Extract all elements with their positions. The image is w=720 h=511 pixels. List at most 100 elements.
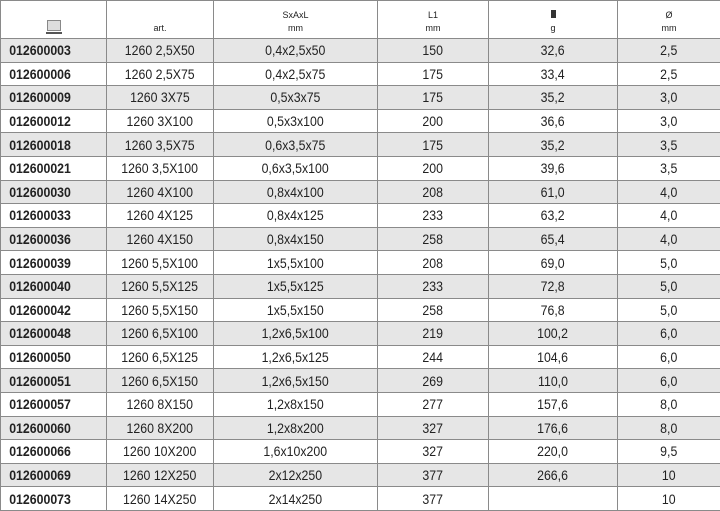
diameter-value: 4,0 <box>660 231 677 247</box>
weight-value: 35,2 <box>541 137 565 153</box>
code-value: 012600033 <box>9 207 71 223</box>
cell-diameter: 5,0 <box>618 251 720 275</box>
code-value: 012600021 <box>9 160 71 176</box>
cell-l1: 233 <box>378 274 489 298</box>
cell-sxaxl: 0,5x3x75 <box>214 86 378 110</box>
header-l1-label: L1 <box>428 10 438 20</box>
cell-sxaxl: 1,6x10x200 <box>214 440 378 464</box>
l1-value: 233 <box>423 207 444 223</box>
cell-sxaxl: 1x5,5x125 <box>214 274 378 298</box>
art-value: 1260 3X75 <box>130 89 190 105</box>
sxaxl-value: 1x5,5x150 <box>267 302 324 318</box>
code-value: 012600030 <box>9 184 71 200</box>
cell-art: 1260 10X200 <box>107 440 214 464</box>
header-code <box>1 1 107 39</box>
sxaxl-value: 2x12x250 <box>269 467 322 483</box>
header-l1-unit: mm <box>426 23 441 33</box>
diameter-value: 9,5 <box>660 443 677 459</box>
header-art: art. <box>107 1 214 39</box>
cell-code: 012600057 <box>1 392 107 416</box>
cell-weight: 61,0 <box>489 180 618 204</box>
sxaxl-value: 1x5,5x100 <box>267 255 324 271</box>
cell-diameter: 3,0 <box>618 86 720 110</box>
cell-art: 1260 5,5X125 <box>107 274 214 298</box>
cell-code: 012600042 <box>1 298 107 322</box>
cell-l1: 175 <box>378 62 489 86</box>
sxaxl-value: 0,5x3x75 <box>270 89 320 105</box>
cell-art: 1260 2,5X50 <box>107 39 214 63</box>
cell-l1: 258 <box>378 227 489 251</box>
cell-code: 012600048 <box>1 322 107 346</box>
cell-art: 1260 3X100 <box>107 109 214 133</box>
sxaxl-value: 0,4x2,5x75 <box>265 66 325 82</box>
cell-art: 1260 12X250 <box>107 463 214 487</box>
diameter-value: 5,0 <box>660 278 677 294</box>
l1-value: 175 <box>423 89 444 105</box>
cell-sxaxl: 0,4x2,5x75 <box>214 62 378 86</box>
weight-value: 63,2 <box>541 207 565 223</box>
code-value: 012600069 <box>9 467 71 483</box>
sxaxl-value: 1,2x8x150 <box>267 396 324 412</box>
sxaxl-value: 1,2x8x200 <box>267 420 324 436</box>
art-value: 1260 14X250 <box>123 491 196 507</box>
cell-sxaxl: 2x12x250 <box>214 463 378 487</box>
cell-weight: 35,2 <box>489 86 618 110</box>
l1-value: 175 <box>423 66 444 82</box>
sxaxl-value: 1,6x10x200 <box>264 443 328 459</box>
weight-value: 69,0 <box>541 255 565 271</box>
weight-value: 39,6 <box>541 160 565 176</box>
cell-code: 012600006 <box>1 62 107 86</box>
art-value: 1260 4X150 <box>127 231 193 247</box>
diameter-value: 3,0 <box>660 89 677 105</box>
l1-value: 175 <box>423 137 444 153</box>
cell-art: 1260 6,5X125 <box>107 345 214 369</box>
weight-value: 32,6 <box>541 42 565 58</box>
cell-l1: 377 <box>378 463 489 487</box>
diameter-value: 2,5 <box>660 66 677 82</box>
sxaxl-value: 0,8x4x100 <box>267 184 324 200</box>
art-value: 1260 8X200 <box>127 420 193 436</box>
art-value: 1260 6,5X100 <box>122 325 199 341</box>
weight-value: 266,6 <box>538 467 569 483</box>
code-value: 012600039 <box>9 255 71 271</box>
code-value: 012600066 <box>9 443 71 459</box>
sxaxl-value: 0,6x3,5x100 <box>262 160 329 176</box>
code-value: 012600006 <box>9 66 71 82</box>
code-value: 012600018 <box>9 137 71 153</box>
cell-art: 1260 4X150 <box>107 227 214 251</box>
weight-value: 100,2 <box>538 325 569 341</box>
diameter-value: 3,5 <box>660 137 677 153</box>
code-value: 012600060 <box>9 420 71 436</box>
art-value: 1260 4X125 <box>127 207 193 223</box>
cell-code: 012600003 <box>1 39 107 63</box>
sxaxl-value: 1x5,5x125 <box>267 278 324 294</box>
diameter-value: 3,0 <box>660 113 677 129</box>
code-value: 012600073 <box>9 491 71 507</box>
cell-diameter: 3,5 <box>618 133 720 157</box>
art-value: 1260 5,5X150 <box>122 302 199 318</box>
cell-diameter: 2,5 <box>618 62 720 86</box>
cell-sxaxl: 0,6x3,5x100 <box>214 156 378 180</box>
cell-weight: 220,0 <box>489 440 618 464</box>
header-sxaxl-unit: mm <box>288 23 303 33</box>
cell-diameter: 8,0 <box>618 392 720 416</box>
cell-code: 012600030 <box>1 180 107 204</box>
art-value: 1260 6,5X125 <box>122 349 199 365</box>
art-value: 1260 3X100 <box>127 113 193 129</box>
cell-l1: 175 <box>378 86 489 110</box>
cell-weight: 39,6 <box>489 156 618 180</box>
cell-sxaxl: 0,8x4x150 <box>214 227 378 251</box>
cell-art: 1260 5,5X150 <box>107 298 214 322</box>
catalog-icon <box>47 20 61 31</box>
cell-art: 1260 5,5X100 <box>107 251 214 275</box>
weight-icon <box>551 10 556 18</box>
cell-diameter: 3,0 <box>618 109 720 133</box>
